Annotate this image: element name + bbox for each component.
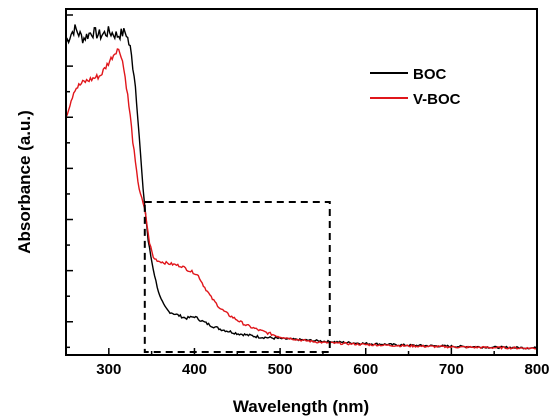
x-tick-label: 500 bbox=[268, 361, 293, 378]
x-axis-title: Wavelength (nm) bbox=[233, 397, 369, 416]
legend-label-v-boc: V-BOC bbox=[413, 91, 461, 108]
y-axis-ticks bbox=[66, 14, 73, 349]
legend: BOC V-BOC bbox=[370, 66, 461, 108]
x-tick-label: 700 bbox=[439, 361, 464, 378]
series-line-boc bbox=[65, 24, 537, 350]
x-tick-label: 400 bbox=[182, 361, 207, 378]
y-axis-title: Absorbance (a.u.) bbox=[15, 110, 34, 254]
x-axis-ticks: 300 400 500 600 700 800 bbox=[65, 348, 550, 378]
x-tick-label: 800 bbox=[524, 361, 549, 378]
highlight-box bbox=[143, 201, 331, 353]
plot-content bbox=[65, 24, 537, 353]
legend-label-boc: BOC bbox=[413, 66, 447, 83]
plot-frame bbox=[65, 8, 538, 356]
x-tick-label: 300 bbox=[96, 361, 121, 378]
x-tick-label: 600 bbox=[353, 361, 378, 378]
